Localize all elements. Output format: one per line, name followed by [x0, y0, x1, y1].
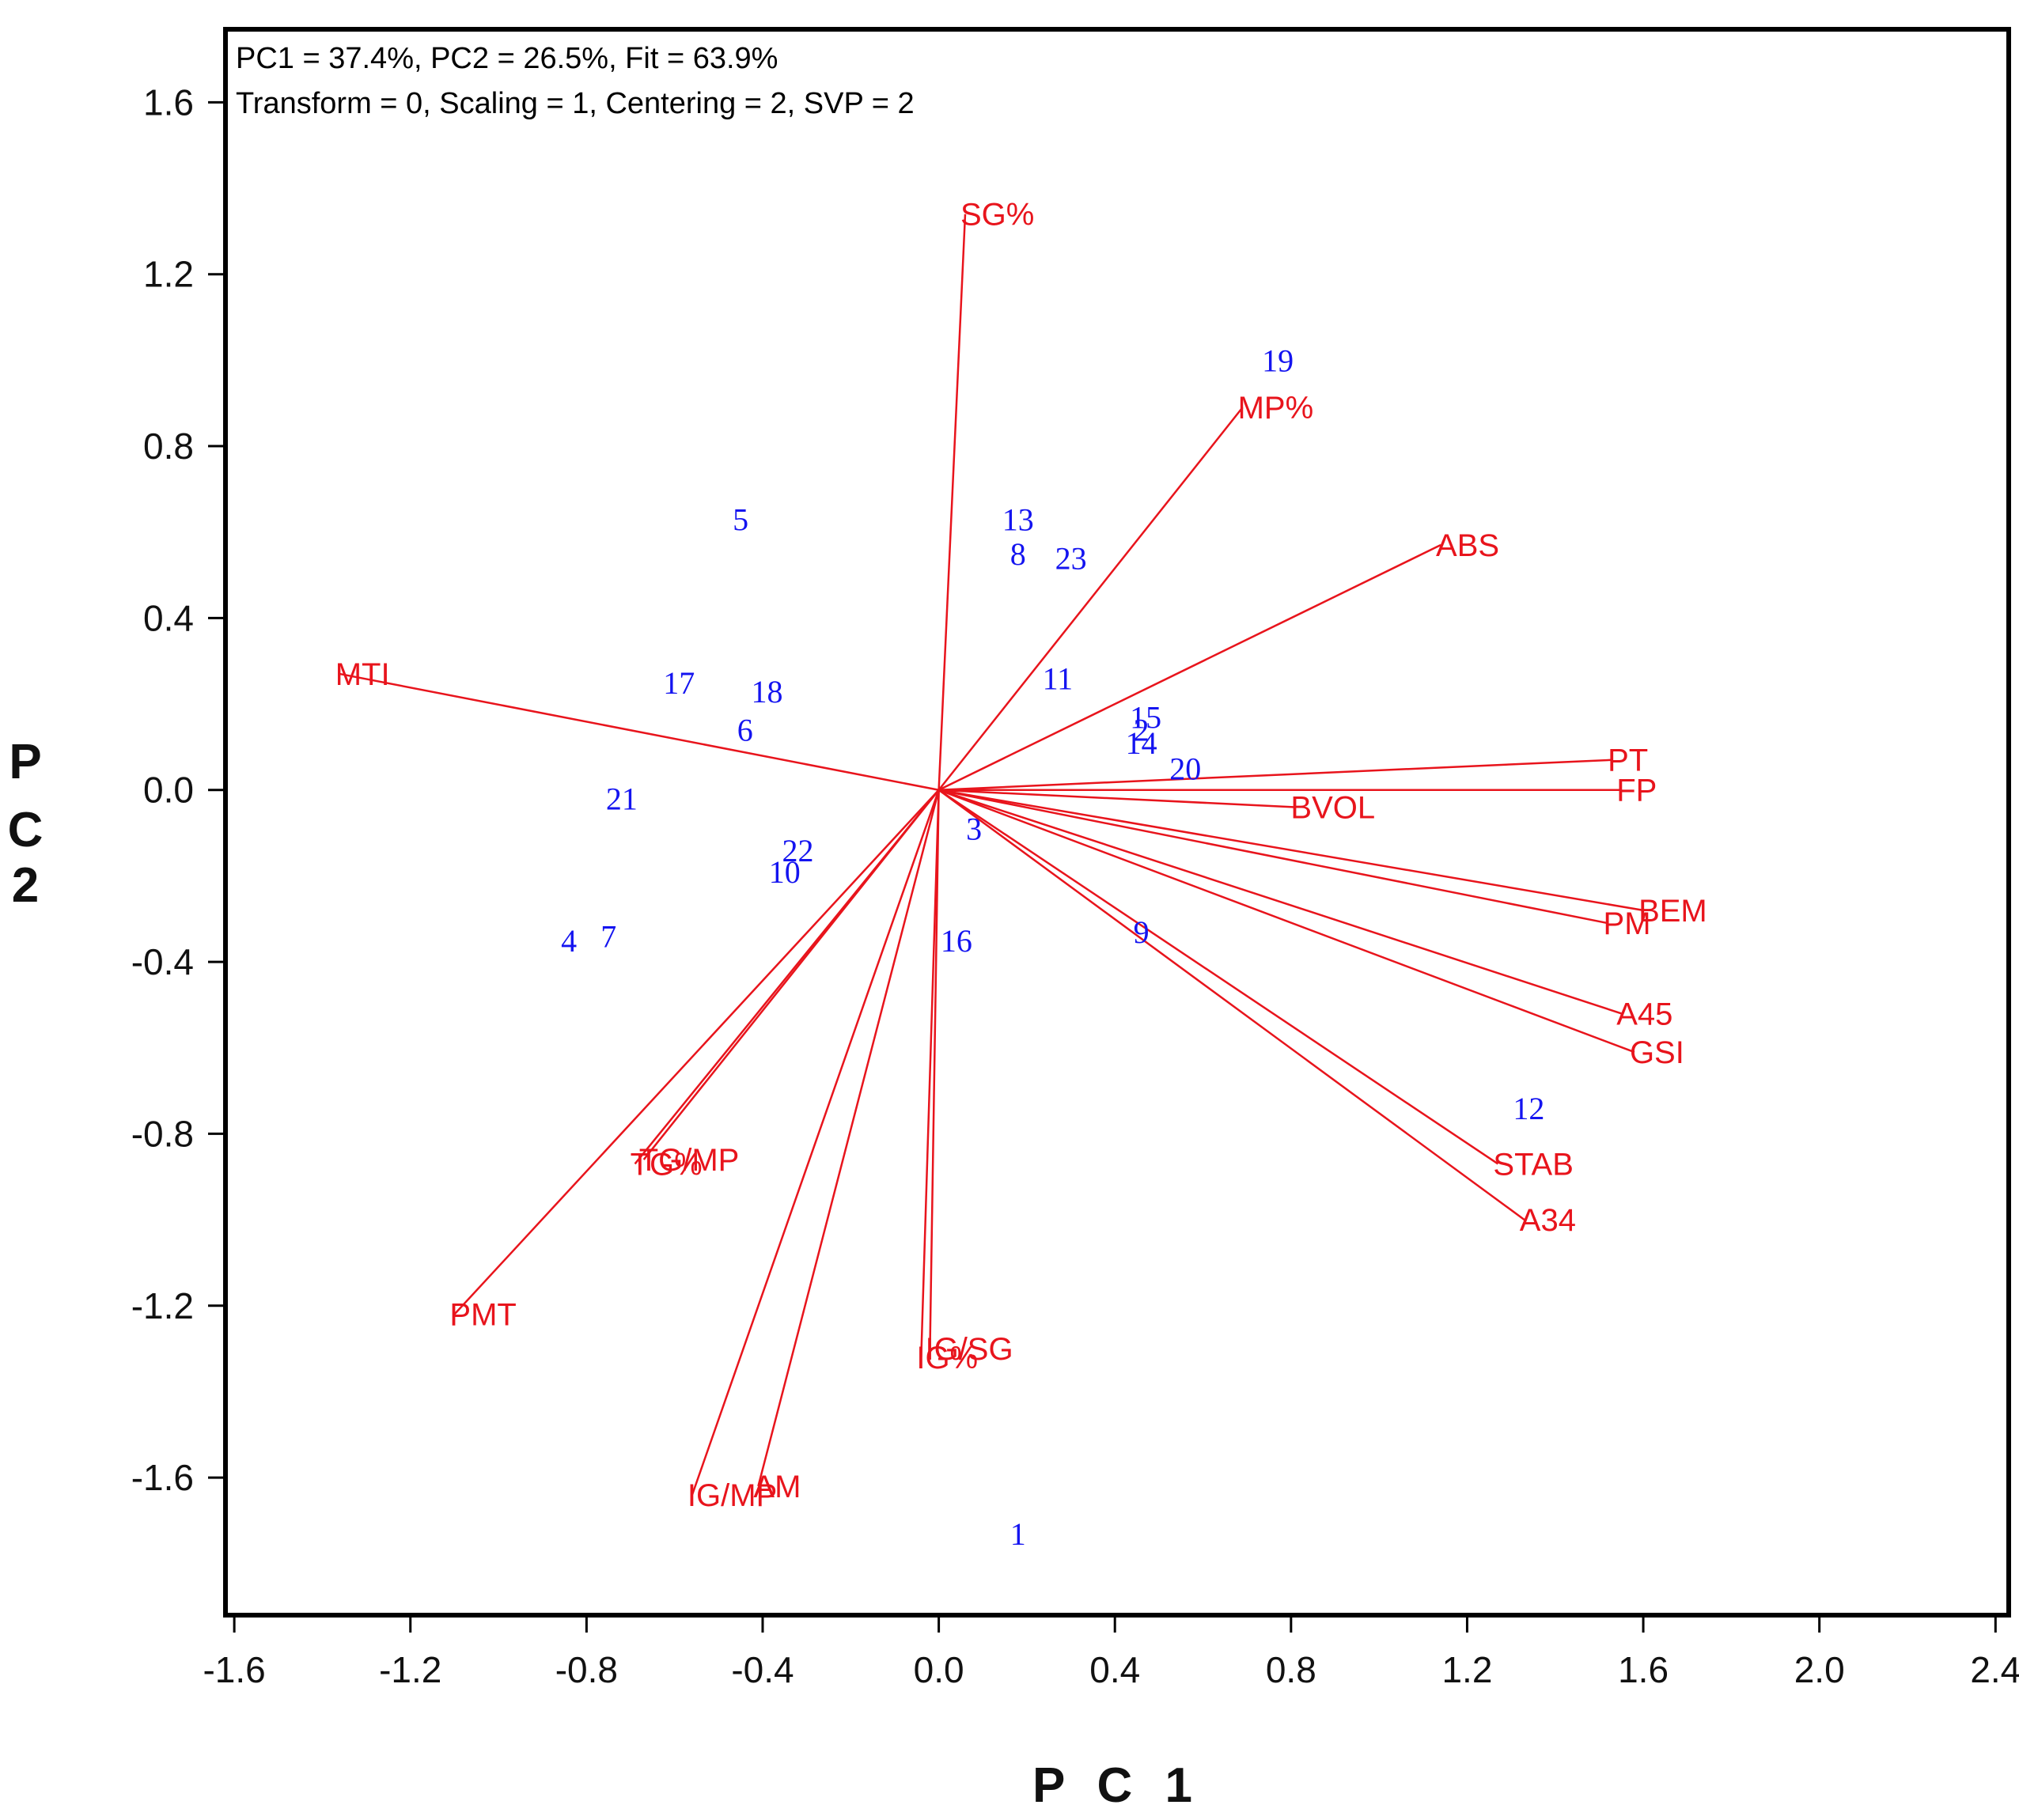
- point-label: 1: [1010, 1516, 1026, 1552]
- vector-ig-: [920, 789, 940, 1358]
- vector-label: IG/MP: [688, 1478, 777, 1513]
- x-axis-title: P C 1: [1032, 1758, 1202, 1813]
- vector-abs: [938, 543, 1441, 791]
- vector-mp-: [938, 407, 1244, 791]
- y-tick-label: -1.2: [131, 1285, 194, 1326]
- vector-a34: [938, 789, 1525, 1221]
- point-label: 14: [1126, 725, 1157, 761]
- x-tick-label: 1.2: [1441, 1649, 1492, 1690]
- vector-label: A34: [1520, 1203, 1576, 1238]
- x-tick-label: -0.4: [731, 1649, 794, 1690]
- y-axis-title-line-1: P: [9, 735, 51, 789]
- plot-frame: [223, 27, 2011, 1618]
- vector-label: BEM: [1638, 894, 1707, 929]
- variable-vectors: [339, 214, 1644, 1496]
- vector-sg-: [938, 214, 967, 790]
- point-label: 23: [1055, 540, 1087, 576]
- point-label: 13: [1002, 501, 1034, 537]
- vector-bem: [938, 789, 1644, 912]
- point-label: 19: [1262, 342, 1294, 378]
- x-tick-label: -1.2: [379, 1649, 441, 1690]
- point-label: 17: [663, 665, 695, 701]
- x-tick-label: -1.6: [203, 1649, 265, 1690]
- y-axis-title-line-2: C: [8, 803, 53, 857]
- vector-pt: [938, 759, 1613, 791]
- vector-label: BVOL: [1290, 790, 1375, 825]
- vector-label: GSI: [1630, 1035, 1684, 1070]
- point-label: 18: [752, 674, 783, 709]
- vector-label: STAB: [1493, 1147, 1574, 1182]
- info-line-2: Transform = 0, Scaling = 1, Centering = …: [236, 87, 915, 120]
- x-tick-label: 1.6: [1618, 1649, 1669, 1690]
- point-label: 22: [782, 833, 814, 868]
- point-label: 11: [1043, 660, 1074, 696]
- point-label: 5: [733, 501, 748, 537]
- y-tick-label: 0.0: [143, 770, 194, 811]
- x-tick-label: 0.8: [1266, 1649, 1316, 1690]
- point-label: 8: [1010, 536, 1026, 572]
- y-tick-label: 1.6: [143, 81, 194, 123]
- y-tick-label: -0.8: [131, 1113, 194, 1154]
- vector-tg-mp: [642, 789, 940, 1160]
- vector-pmt: [453, 789, 940, 1315]
- vector-ig-mp: [691, 789, 940, 1496]
- vector-label: TG/MP: [639, 1143, 740, 1178]
- vector-label: ABS: [1436, 528, 1499, 563]
- vector-label: AM: [753, 1470, 801, 1504]
- vector-label: IG/SG: [925, 1332, 1013, 1367]
- vector-pm: [938, 789, 1608, 925]
- vector-label: PMT: [449, 1298, 516, 1333]
- y-axis-title-line-3: 2: [12, 858, 48, 913]
- vector-label: PM: [1604, 906, 1651, 941]
- vector-a45: [938, 789, 1622, 1015]
- vector-label: MP%: [1238, 391, 1314, 426]
- point-label: 4: [561, 923, 577, 959]
- point-label: 10: [769, 854, 801, 890]
- y-tick-label: 1.2: [143, 254, 194, 295]
- y-tick-label: 0.4: [143, 597, 194, 638]
- vector-bvol: [938, 789, 1296, 808]
- point-label: 9: [1134, 914, 1150, 950]
- vector-gsi: [938, 789, 1635, 1054]
- y-tick-label: 0.8: [143, 426, 194, 467]
- vector-label: A45: [1616, 997, 1672, 1031]
- point-label: 7: [600, 918, 616, 954]
- vector-stab: [938, 789, 1499, 1165]
- vector-label: IG%: [916, 1341, 978, 1375]
- x-tick-label: 2.0: [1794, 1649, 1845, 1690]
- vector-label: SG%: [960, 198, 1034, 233]
- y-axis: 1.6 1.2 0.8 0.4 0.0 -0.4 -0.8 -1.2 -1.6: [131, 81, 225, 1498]
- vector-label: TG%: [631, 1147, 703, 1182]
- y-tick-label: -0.4: [131, 941, 194, 982]
- point-label: 6: [737, 713, 753, 748]
- x-tick-label: 0.4: [1089, 1649, 1140, 1690]
- point-label: 16: [941, 923, 972, 959]
- point-label: 15: [1130, 699, 1161, 735]
- x-tick-label: 0.0: [914, 1649, 964, 1690]
- x-tick-label: -0.8: [555, 1649, 618, 1690]
- vector-label: PT: [1608, 744, 1648, 778]
- y-tick-label: -1.6: [131, 1457, 194, 1498]
- vector-label: MTI: [335, 657, 390, 692]
- point-label: 12: [1513, 1091, 1544, 1126]
- point-label: 3: [966, 812, 982, 847]
- vector-am: [757, 789, 940, 1487]
- x-axis: -1.6 -1.2 -0.8 -0.4 0.0 0.4 0.8 1.2 1.6 2.0 2.4: [203, 1615, 2019, 1690]
- x-tick-label: 2.4: [1970, 1649, 2019, 1690]
- point-label: 20: [1169, 751, 1201, 787]
- point-label: 21: [606, 781, 638, 817]
- point-label: 2: [1134, 713, 1150, 748]
- vector-mti: [339, 672, 939, 791]
- vector-label: FP: [1616, 774, 1657, 808]
- info-line-1: PC1 = 37.4%, PC2 = 26.5%, Fit = 63.9%: [236, 42, 778, 75]
- vector-ig-sg: [929, 789, 940, 1349]
